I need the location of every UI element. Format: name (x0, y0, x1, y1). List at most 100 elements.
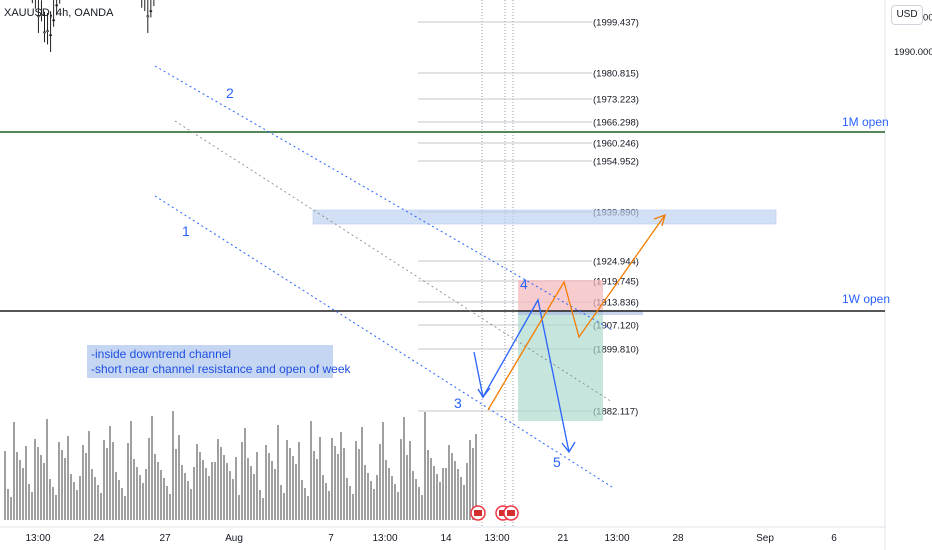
volume-bar (355, 441, 357, 520)
volume-bar (124, 496, 126, 520)
volume-bar (133, 459, 135, 520)
note-line-1: -inside downtrend channel (91, 347, 232, 361)
entry-band (518, 310, 643, 315)
time-tick-label: 21 (557, 533, 569, 544)
candle-body (149, 10, 153, 12)
volume-bar (391, 476, 393, 520)
volume-bar (250, 466, 252, 520)
volume-bar (469, 440, 471, 520)
time-tick-label: Aug (225, 533, 243, 544)
fib-level-label: (1919.745) (593, 277, 639, 288)
volume-bar (301, 480, 303, 520)
volume-bar (346, 478, 348, 520)
volume-bar (97, 485, 99, 520)
volume-bar (193, 467, 195, 520)
volume-bar (31, 492, 33, 520)
volume-bar (244, 428, 246, 520)
volume-bar (58, 442, 60, 520)
volume-bar (418, 487, 420, 520)
volume-bar (331, 438, 333, 520)
volume-bar (238, 495, 240, 520)
volume-bar (184, 473, 186, 520)
volume-bar (10, 497, 12, 520)
volume-bar (436, 474, 438, 520)
volume-bar (166, 486, 168, 520)
volume-bar (412, 471, 414, 520)
volume-bar (313, 451, 315, 520)
fib-level-label: (1980.815) (593, 69, 639, 80)
fib-level-label: (1999.437) (593, 18, 639, 29)
stop-loss-zone (518, 280, 603, 312)
volume-bar (424, 412, 426, 520)
annotation-note[interactable]: -inside downtrend channel -short near ch… (87, 345, 351, 378)
volume-bar (277, 425, 279, 520)
volume-bar (121, 488, 123, 520)
volume-bar (388, 468, 390, 520)
volume-bar (328, 491, 330, 520)
volume-bar (433, 466, 435, 520)
volume-bar (289, 448, 291, 520)
volume-bar (274, 469, 276, 520)
time-tick-label: 7 (328, 533, 334, 544)
time-tick-label: 14 (440, 533, 452, 544)
volume-bar (382, 422, 384, 520)
volume-bar (19, 460, 21, 520)
volume-bar (217, 439, 219, 520)
volume-bar (154, 454, 156, 520)
volume-bar (7, 489, 9, 520)
volume-bar (163, 478, 165, 520)
volume-bar (472, 448, 474, 520)
volume-bar (463, 485, 465, 520)
volume-bar (85, 453, 87, 520)
volume-bar (139, 475, 141, 520)
arrow-head-blue (561, 441, 576, 454)
volume-bar (325, 483, 327, 520)
volume-bar (4, 451, 6, 520)
volume-bar (427, 450, 429, 520)
volume-bar (79, 476, 81, 520)
volume-bar (307, 496, 309, 520)
volume-bar (256, 452, 258, 520)
volume-bar (403, 417, 405, 520)
time-tick-label: 28 (672, 533, 684, 544)
volume-bar (247, 458, 249, 520)
fib-level-label: (1907.120) (593, 321, 639, 332)
volume-bar (49, 479, 51, 520)
volume-bar (76, 490, 78, 520)
volume-bar (148, 438, 150, 520)
volume-bar (310, 421, 312, 520)
volume-bar (136, 467, 138, 520)
volume-bar (202, 460, 204, 520)
volume-bar (67, 436, 69, 520)
volume-bar (115, 472, 117, 520)
volume-bar (460, 477, 462, 520)
arrow-head-blue (477, 387, 491, 399)
volume-bar (16, 452, 18, 520)
currency-button[interactable]: USD (891, 5, 923, 25)
volume-bar (226, 463, 228, 520)
volume-bar (73, 482, 75, 520)
volume-bar (34, 439, 36, 520)
volume-bar (88, 431, 90, 520)
time-tick-label: 13:00 (604, 533, 629, 544)
volume-bar (40, 455, 42, 520)
volume-bar (415, 479, 417, 520)
volume-bar (397, 492, 399, 520)
volume-bar (157, 462, 159, 520)
volume-bar (262, 498, 264, 520)
volume-bar (229, 471, 231, 520)
volume-bar (55, 495, 57, 520)
volume-bar (295, 464, 297, 520)
volume-bar (100, 493, 102, 520)
price-tick-label: 1990.000 (894, 47, 932, 58)
volume-bar (349, 486, 351, 520)
candle-body (55, 4, 58, 7)
volume-bar (130, 421, 132, 520)
event-flag-icon (470, 505, 486, 521)
volume-bar (394, 484, 396, 520)
volume-bar (322, 475, 324, 520)
volume-bar (421, 495, 423, 520)
time-tick-label: 13:00 (484, 533, 509, 544)
time-tick-label: Sep (756, 533, 774, 544)
